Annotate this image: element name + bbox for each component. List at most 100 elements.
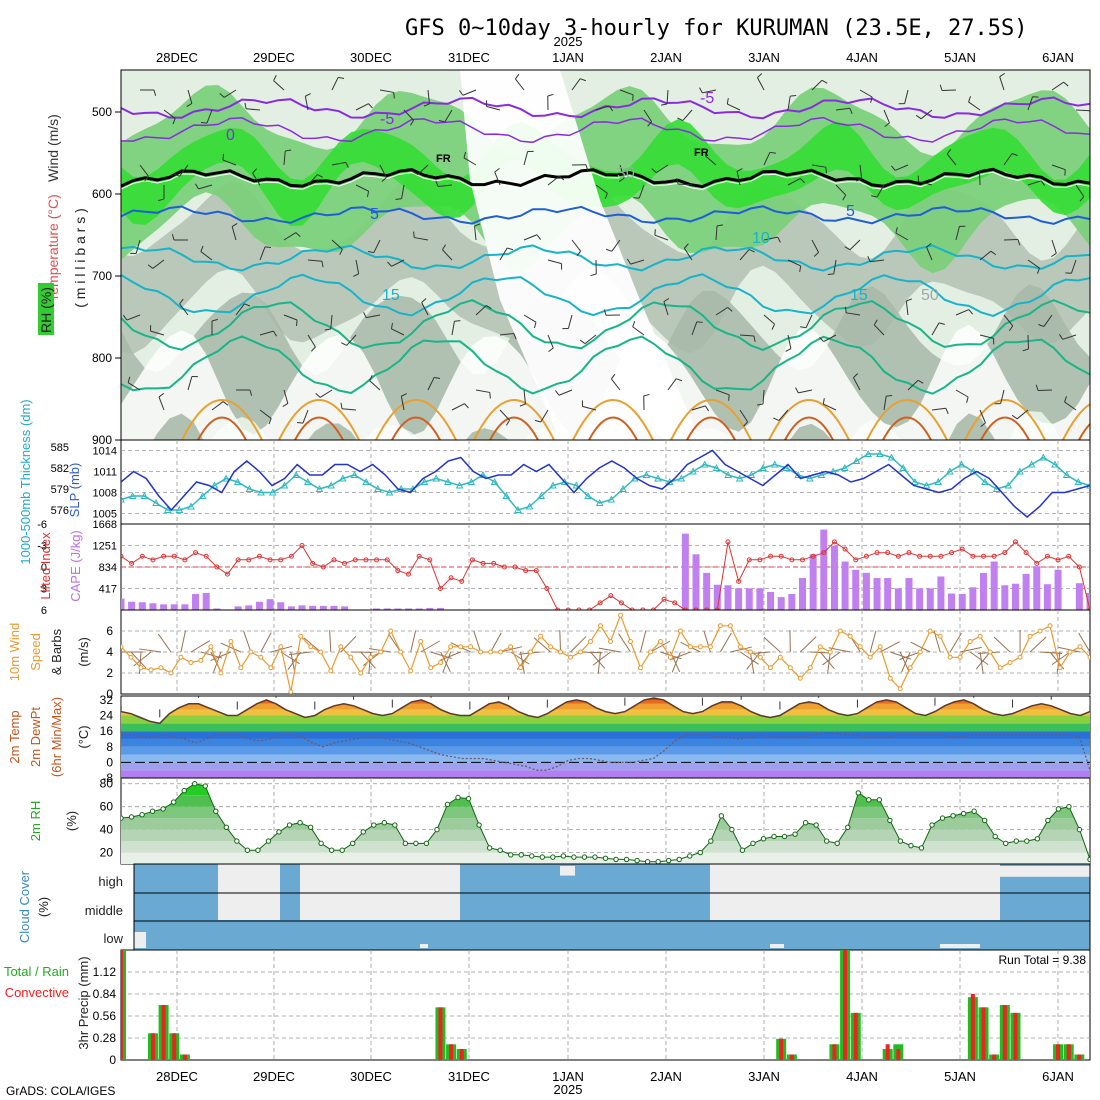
rh-point <box>1003 840 1009 847</box>
cape-bar <box>809 554 817 610</box>
lifted-index-point <box>416 553 422 559</box>
cape-tick-label: 1251 <box>93 541 117 553</box>
wind-barb <box>582 405 597 411</box>
bottom-date-31DEC: 31DEC <box>448 1069 490 1084</box>
thickness-point <box>152 498 160 506</box>
contour-30-arch <box>882 416 932 440</box>
wind-barb-feather <box>438 119 445 123</box>
thickness-point <box>128 491 137 499</box>
wind-barb <box>873 324 885 336</box>
thickness-point <box>876 449 884 457</box>
thickness-tick-label: 579 <box>51 484 69 496</box>
cape-series <box>121 529 1090 610</box>
contour-25-arch <box>866 399 948 440</box>
lifted-index-point <box>1044 553 1050 559</box>
thickness-point <box>514 505 522 513</box>
contour-label: 0 <box>226 127 235 144</box>
ua-tick-label: 700 <box>92 269 112 283</box>
thickness-point <box>198 491 207 499</box>
rh-point <box>371 822 377 828</box>
temp-band <box>121 746 1090 755</box>
bottom-date-1JAN: 1JAN <box>552 1069 584 1084</box>
rh-point <box>149 808 156 814</box>
contour-10 <box>121 244 1090 272</box>
wind-barb <box>643 109 653 123</box>
lifted-index-point <box>693 607 699 610</box>
cape-bar <box>1022 573 1030 610</box>
lifted-index-point <box>949 550 955 556</box>
wind-speed-point <box>238 665 244 671</box>
cape-bar <box>830 545 838 610</box>
wind-speed-point <box>747 649 753 655</box>
wind-barb <box>931 407 946 411</box>
wind-barb-feather <box>626 258 632 265</box>
cape-bar <box>1075 583 1083 610</box>
rh-point <box>128 814 135 820</box>
wind-barb <box>778 409 789 421</box>
thickness-point <box>1051 460 1059 468</box>
rh-point <box>455 794 461 801</box>
wind-speed-point <box>458 644 464 650</box>
cape-bar <box>745 588 753 610</box>
wind-barb-feather <box>966 396 969 403</box>
rh-point <box>592 854 598 860</box>
wind-speed-point <box>1047 623 1053 629</box>
wind-barb-feather <box>813 251 819 257</box>
cape-tick-label: 1668 <box>93 519 117 531</box>
thickness-point <box>163 505 172 513</box>
rh-point <box>497 847 503 853</box>
wind-barb <box>451 321 455 336</box>
lifted-index-point <box>512 564 518 570</box>
wind-barb <box>883 109 890 124</box>
wind-barb <box>584 334 597 345</box>
wind-barb-10m <box>650 640 670 653</box>
wind-speed-point <box>757 654 763 660</box>
wind-barb <box>835 184 847 196</box>
contour-25-arch <box>473 399 555 440</box>
precip-convective-bar <box>1066 1044 1071 1060</box>
wind-barb-feather <box>855 178 862 182</box>
wind-barb-feather <box>980 422 986 428</box>
wind-barb <box>1051 239 1057 254</box>
wind-barb <box>179 303 189 316</box>
cape-bar <box>884 578 892 610</box>
rh-point <box>1034 836 1041 842</box>
wind-barb <box>595 105 610 111</box>
wind-barb <box>523 151 529 166</box>
wind-barb-feather <box>158 392 165 398</box>
wind-speed-point <box>478 649 484 655</box>
wind-barb-10m <box>410 630 417 653</box>
wind-barb-feather <box>825 167 828 174</box>
contour-label: 50 <box>921 287 939 304</box>
wind-speed-point <box>218 670 224 676</box>
wind-barb-10m <box>719 632 732 653</box>
wind-barb <box>715 306 729 316</box>
wind-barb <box>486 105 501 111</box>
thickness-point <box>584 491 592 499</box>
precip-convective-bar <box>150 1033 155 1060</box>
cape-bar <box>192 594 200 610</box>
wind-barb-feather <box>769 151 776 154</box>
wind-barb-feather <box>219 92 225 98</box>
wind-barb-feather <box>704 405 710 412</box>
wind-barb-feather <box>222 153 225 161</box>
wind-speed-point <box>737 644 743 650</box>
rh-point <box>1013 838 1019 844</box>
wind-barb-feather <box>122 314 128 321</box>
wind-barb-feather <box>886 394 893 397</box>
wind-barb-10m <box>899 651 921 660</box>
lifted-index-point <box>469 557 475 563</box>
temp-band <box>121 754 1090 763</box>
wind-speed-point <box>637 665 643 671</box>
wind-barb <box>691 405 706 411</box>
wind-barb-feather <box>604 193 608 200</box>
wind-barb <box>571 239 582 252</box>
wind-barb-10m <box>138 651 142 674</box>
cape-bar <box>330 605 338 610</box>
lifted-index-point <box>927 553 933 559</box>
temp-label-unit: (°C) <box>76 725 91 748</box>
thickness-point <box>572 481 581 489</box>
thickness-point <box>689 467 697 475</box>
rh-point <box>1066 803 1072 810</box>
